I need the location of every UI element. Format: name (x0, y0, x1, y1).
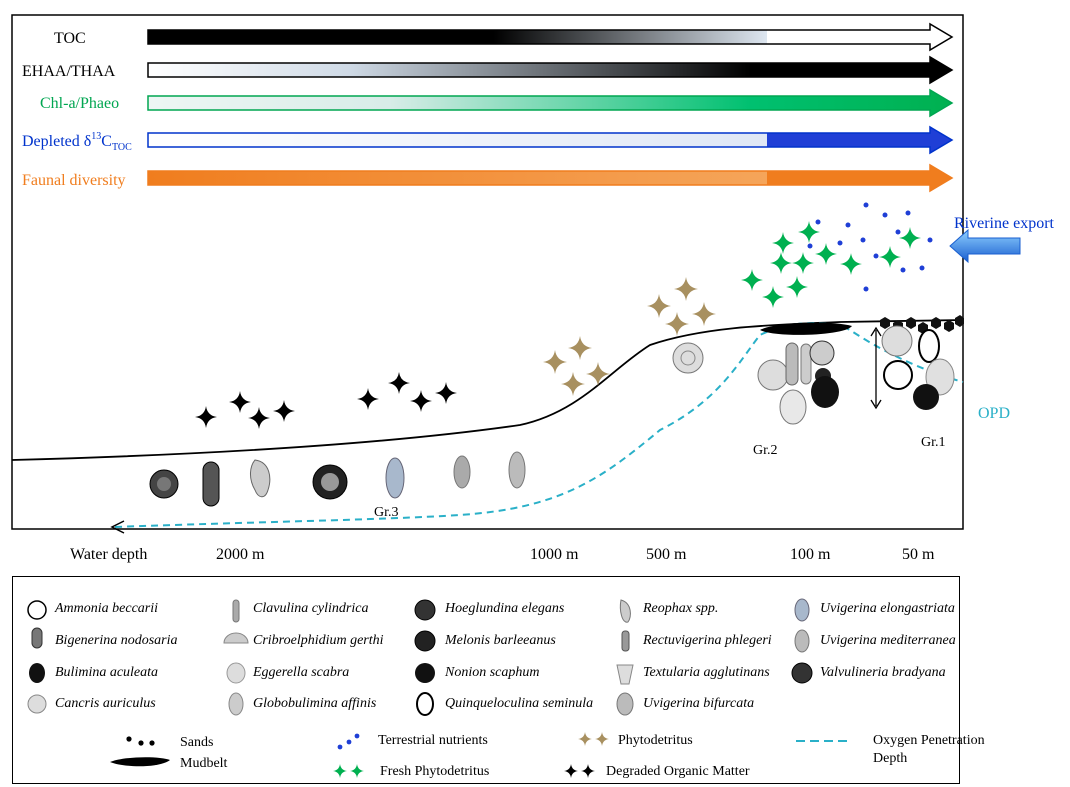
depth-range-arrow (870, 326, 882, 410)
species-name: Cribroelphidium gerthi (253, 633, 384, 648)
mudbelt-shape (760, 322, 852, 335)
chl-arrow (147, 88, 954, 118)
riverine-export-label: Riverine export (954, 215, 1055, 232)
species-name: Nonion scaphum (445, 665, 540, 680)
species-name: Textularia agglutinans (643, 665, 770, 680)
opd-label: OPD (978, 405, 1010, 422)
indicator-label-depleted: Depleted δ13CTOC (22, 131, 132, 153)
legend-label-fresh: Fresh Phytodetritus (380, 764, 490, 779)
phytodetritus-stars (543, 277, 716, 396)
terrestrial-nutrient-dots (807, 202, 933, 292)
legend-label-opd: Oxygen Penetration (873, 733, 985, 748)
legend-label-mudbelt: Mudbelt (180, 756, 228, 771)
riverine-arrow (949, 228, 1021, 264)
legend-label-degraded: Degraded Organic Matter (606, 764, 750, 779)
depth-tick: 50 m (902, 546, 935, 563)
species-name: Globobulimina affinis (253, 696, 377, 711)
species-name: Uvigerina bifurcata (643, 696, 755, 711)
species-name: Clavulina cylindrica (253, 601, 369, 616)
species-name: Reophax spp. (643, 601, 719, 616)
species-name: Rectuvigerina phlegeri (643, 633, 772, 648)
species-name: Bulimina aculeata (55, 665, 159, 680)
foram-drawings-gr1 (881, 325, 955, 410)
species-name: Ammonia beccarii (55, 601, 159, 616)
foram-drawings-gr3 (149, 451, 526, 507)
group-label-gr2: Gr.2 (753, 443, 778, 458)
species-name: Quinqueloculina seminula (445, 696, 594, 711)
group-label-gr3: Gr.3 (374, 505, 399, 520)
fresh-phytodetritus-stars (741, 221, 921, 308)
depth-tick: 2000 m (216, 546, 265, 563)
indicator-label: TOC (54, 30, 86, 47)
legend-symbols (110, 732, 850, 778)
species-name: Uvigerina mediterranea (820, 633, 956, 648)
ehaa-arrow (147, 55, 954, 85)
legend-label-opd-2: Depth (873, 751, 908, 766)
opd-line (114, 322, 964, 528)
depth-tick: 100 m (790, 546, 831, 563)
degraded-organic-matter-stars (195, 372, 457, 429)
legend-label-sands: Sands (180, 735, 214, 750)
indicator-label: Chl-a/Phaeo (40, 95, 119, 112)
opd-arrowhead (110, 520, 125, 534)
legend-label-phytodetritus: Phytodetritus (618, 733, 693, 748)
indicator-arrows (147, 22, 954, 193)
depleted-arrow (147, 125, 954, 155)
species-name: Hoeglundina elegans (445, 601, 565, 616)
foram-drawings-gr2 (672, 340, 839, 425)
indicator-label: Faunal diversity (22, 172, 126, 189)
toc-arrow (147, 22, 954, 52)
species-name: Valvulineria bradyana (820, 665, 946, 680)
faunal-arrow (147, 163, 954, 193)
indicator-label: EHAA/THAA (22, 63, 116, 80)
diagram-frame (11, 14, 964, 530)
depth-tick: 500 m (646, 546, 687, 563)
water-depth-label: Water depth (70, 546, 147, 563)
species-name: Eggerella scabra (253, 665, 350, 680)
seafloor-line (11, 319, 964, 461)
legend-box (12, 576, 960, 784)
depth-tick: 1000 m (530, 546, 579, 563)
species-name: Melonis barleeanus (445, 633, 556, 648)
species-name: Uvigerina elongastriata (820, 601, 955, 616)
species-name: Bigenerina nodosaria (55, 633, 178, 648)
legend-label-terrestrial: Terrestrial nutrients (378, 733, 488, 748)
species-name: Cancris auriculus (55, 696, 156, 711)
group-label-gr1: Gr.1 (921, 435, 946, 450)
species-legend-icons (27, 598, 813, 716)
